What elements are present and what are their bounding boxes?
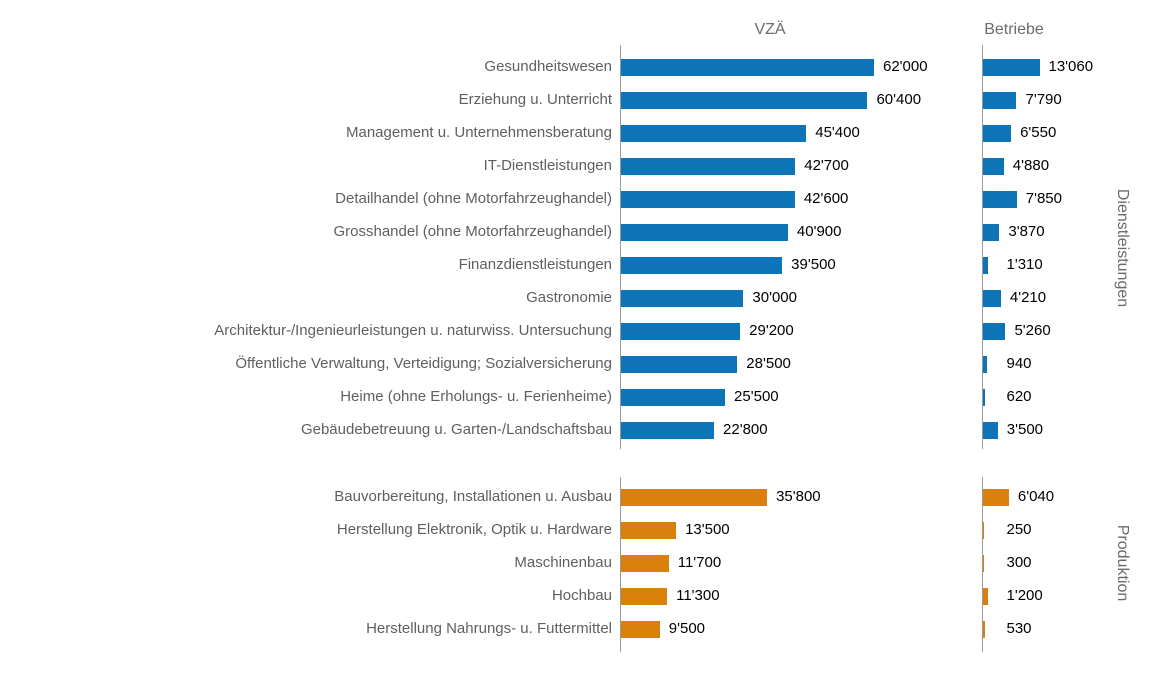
betriebe-value: 250 <box>1006 521 1032 538</box>
vza-bar <box>621 289 744 307</box>
vza-value: 62'000 <box>883 58 928 75</box>
category-label: Bauvorbereitung, Installationen u. Ausba… <box>334 488 612 505</box>
vza-bar <box>621 554 669 572</box>
betriebe-bar <box>982 421 998 439</box>
vza-bar <box>621 223 788 241</box>
betriebe-bar <box>982 91 1017 109</box>
group-label-dienstleistungen: Dienstleistungen <box>1114 188 1131 308</box>
vza-value: 9'500 <box>668 620 705 637</box>
vza-bar <box>621 388 726 406</box>
category-label: Gesundheitswesen <box>484 58 612 75</box>
vza-value: 35'800 <box>776 488 821 505</box>
category-label: Finanzdienstleistungen <box>458 256 612 273</box>
vza-axis-line-production <box>620 477 621 652</box>
category-label: Management u. Unternehmensberatung <box>345 124 612 141</box>
vza-bar <box>621 256 783 274</box>
betriebe-value: 1'200 <box>1006 587 1043 604</box>
category-label: Hochbau <box>551 587 612 604</box>
betriebe-bar <box>982 521 984 539</box>
betriebe-value: 6'040 <box>1017 488 1055 505</box>
category-label: Grosshandel (ohne Motorfahrzeughandel) <box>333 223 612 240</box>
vza-bar <box>621 157 796 175</box>
betriebe-value: 5'260 <box>1014 322 1051 339</box>
vza-value: 42'700 <box>804 157 849 174</box>
category-label: Maschinenbau <box>514 554 612 571</box>
category-label: Öffentliche Verwaltung, Verteidigung; So… <box>235 355 612 372</box>
betriebe-value: 13'060 <box>1048 58 1094 75</box>
vza-bar <box>621 91 868 109</box>
betriebe-value: 940 <box>1006 355 1032 372</box>
group-label-produktion: Produktion <box>1114 524 1131 602</box>
betriebe-bar <box>982 58 1040 76</box>
category-label: Detailhandel (ohne Motorfahrzeughandel) <box>335 190 612 207</box>
betriebe-bar <box>982 190 1017 208</box>
category-label: Erziehung u. Unterricht <box>458 91 612 108</box>
betriebe-bar <box>982 488 1009 506</box>
category-label: Herstellung Elektronik, Optik u. Hardwar… <box>336 521 612 538</box>
vza-value: 60'400 <box>876 91 922 108</box>
vza-bar <box>621 322 741 340</box>
vza-value: 45'400 <box>815 124 860 141</box>
betriebe-value: 4'880 <box>1012 157 1050 174</box>
vza-bar <box>621 421 715 439</box>
category-label: Gebäudebetreuung u. Garten-/Landschaftsb… <box>300 421 612 438</box>
vza-bar <box>621 587 668 605</box>
category-label: Gastronomie <box>526 289 612 306</box>
betriebe-bar <box>982 620 985 638</box>
vza-bar <box>621 521 677 539</box>
vza-bar <box>621 58 874 76</box>
vza-bar <box>621 488 768 506</box>
betriebe-bar <box>982 587 988 605</box>
vza-axis-line-services <box>620 45 621 449</box>
betriebe-bar <box>982 554 984 572</box>
vza-value: 28'500 <box>746 355 791 372</box>
vza-panel-header: VZÄ <box>754 21 786 38</box>
betriebe-value: 620 <box>1006 388 1032 405</box>
betriebe-bar <box>982 256 989 274</box>
category-label: Architektur-/Ingenieurleistungen u. natu… <box>214 322 612 339</box>
betriebe-bar <box>982 223 1000 241</box>
category-label: Heime (ohne Erholungs- u. Ferienheime) <box>340 388 612 405</box>
betriebe-bar <box>982 157 1004 175</box>
vza-value: 30'000 <box>752 289 797 306</box>
vza-value: 29'200 <box>749 322 794 339</box>
betriebe-bar <box>982 388 986 406</box>
vza-value: 11'300 <box>676 587 720 604</box>
vza-value: 13'500 <box>685 521 730 538</box>
vza-bar <box>621 355 738 373</box>
betriebe-value: 3'500 <box>1006 421 1043 438</box>
vza-bar <box>621 190 795 208</box>
vza-value: 39'500 <box>791 256 836 273</box>
betriebe-value: 6'550 <box>1020 124 1057 141</box>
vza-value: 11'700 <box>677 554 722 571</box>
vza-bar <box>621 620 660 638</box>
betriebe-value: 4'210 <box>1009 289 1047 306</box>
betriebe-bar <box>982 124 1012 142</box>
betriebe-value: 530 <box>1006 620 1032 637</box>
vza-value: 42'600 <box>803 190 849 207</box>
betriebe-value: 1'310 <box>1006 256 1043 273</box>
vza-value: 25'500 <box>734 388 779 405</box>
category-label: IT-Dienstleistungen <box>483 157 612 174</box>
betriebe-value: 300 <box>1006 554 1032 571</box>
betriebe-bar <box>982 322 1006 340</box>
betriebe-axis-line-services <box>982 45 983 449</box>
category-label: Herstellung Nahrungs- u. Futtermittel <box>366 620 612 637</box>
vza-value: 40'900 <box>796 223 842 240</box>
vza-value: 22'800 <box>723 421 768 438</box>
betriebe-bar <box>982 355 987 373</box>
betriebe-value: 7'790 <box>1025 91 1062 108</box>
betriebe-panel-header: Betriebe <box>984 21 1044 38</box>
betriebe-value: 7'850 <box>1025 190 1062 207</box>
betriebe-value: 3'870 <box>1008 223 1045 240</box>
vza-bar <box>621 124 807 142</box>
betriebe-bar <box>982 289 1001 307</box>
